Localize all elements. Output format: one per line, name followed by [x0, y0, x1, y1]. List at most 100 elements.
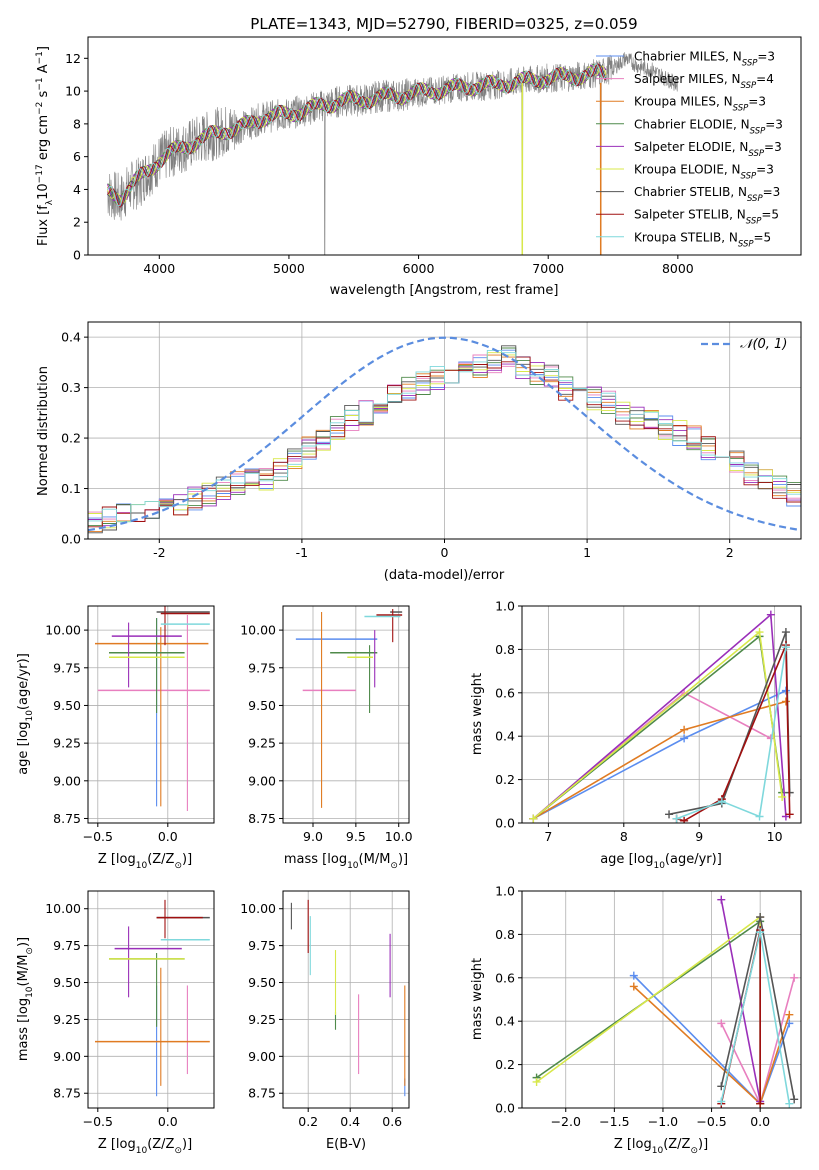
y-tick-label: 0.3 [61, 380, 81, 395]
y-tick-label: 9.00 [248, 773, 276, 788]
axes-frame [521, 605, 802, 824]
x-axis-label: Z [log10(Z/Z⊙)] [98, 852, 192, 871]
histogram-kroupa_stelib [88, 349, 801, 523]
legend-label: Salpeter STELIB, NSSP=5 [634, 208, 779, 227]
weight-line-kroupa_miles [532, 700, 787, 820]
age_vs_Z-plot-area [88, 606, 214, 823]
weight-marker-kroupa_stelib [755, 812, 764, 821]
weight-marker-salpeter_elodie [766, 610, 775, 619]
weight-marker-chabrier_stelib [756, 913, 765, 922]
y-axis-label: mass weight [470, 673, 485, 755]
weight-marker-kroupa_miles [629, 982, 638, 991]
y-tick-label: 0.0 [61, 532, 81, 547]
x-tick-label: 7000 [532, 261, 564, 276]
weight-marker-kroupa_elodie [529, 814, 538, 823]
mass_vs_Z-panel: −0.5 0.0 8.75 9.00 9.25 9.50 9.75 10.00 [45, 890, 215, 1129]
x-tick-label: 8 [620, 829, 628, 844]
mass_vs_ebv-panel: 0.2 0.4 0.6 8.75 9.00 9.25 9.50 9.75 10.00 [240, 890, 410, 1129]
x-tick-label: 0.0 [158, 1114, 178, 1129]
normal-curve [88, 336, 801, 532]
legend-label: Salpeter ELODIE, NSSP=3 [634, 140, 782, 159]
y-tick-label: 9.75 [53, 660, 81, 675]
weight-marker-chabrier_stelib [717, 1082, 726, 1091]
axes-frame [87, 605, 215, 824]
x-axis-label: E(B-V) [326, 1137, 366, 1152]
weight-marker-salpeter_miles [717, 1019, 726, 1028]
x-tick-label: 2 [726, 545, 734, 560]
y-tick-label: 0.4 [495, 1014, 515, 1029]
y-tick-label: 10.00 [45, 623, 81, 638]
x-tick-label: 0.2 [298, 1114, 318, 1129]
weight-marker-salpeter_miles [790, 973, 799, 982]
y-tick-label: 9.75 [53, 938, 81, 953]
legend-label: Kroupa MILES, NSSP=3 [634, 95, 766, 114]
x-tick-label: −0.5 [83, 1114, 113, 1129]
x-axis-label: Z [log10(Z/Z⊙)] [614, 1137, 708, 1156]
y-tick-label: 9.75 [248, 660, 276, 675]
x-tick-label: -2 [153, 545, 165, 560]
y-tick-label: 10 [65, 84, 81, 99]
weight-marker-kroupa_stelib [781, 643, 790, 652]
x-tick-label: 0.0 [158, 829, 178, 844]
y-tick-label: 9.50 [53, 975, 81, 990]
y-tick-label: 0.6 [495, 685, 515, 700]
age_vs_mass-panel: 9.0 9.5 10.0 8.75 9.00 9.25 9.50 9.75 10.00 [240, 605, 413, 844]
weight-marker-chabrier_stelib [790, 1095, 799, 1104]
legend-label: Salpeter MILES, NSSP=4 [634, 72, 774, 91]
figure-title: PLATE=1343, MJD=52790, FIBERID=0325, z=0… [250, 15, 637, 33]
y-tick-label: 4 [73, 182, 81, 197]
x-tick-label: 0 [441, 545, 449, 560]
age_vs_Z-panel: −0.5 0.0 8.75 9.00 9.25 9.50 9.75 10.00 [45, 605, 215, 844]
y-tick-label: 9.50 [248, 698, 276, 713]
spectrum-plot-area [106, 52, 679, 255]
y-axis-label: mass [log10(M/M⊙)] [16, 937, 35, 1061]
y-axis-label: age [log10(age/yr)] [16, 653, 35, 775]
histogram-salpeter_elodie [88, 362, 801, 527]
weight-marker-kroupa_stelib [756, 928, 765, 937]
y-tick-label: 10.00 [45, 901, 81, 916]
y-tick-label: 0.2 [61, 431, 81, 446]
x-axis-label: mass [log10(M/M⊙)] [284, 852, 408, 871]
spectrum-data-line [107, 52, 679, 255]
y-axis-label: mass weight [470, 958, 485, 1040]
weight_vs_Z-plot-area [522, 891, 801, 1108]
y-tick-label: 9.00 [248, 1049, 276, 1064]
weight-marker-chabrier_stelib [781, 628, 790, 637]
weight-marker-chabrier_miles [680, 734, 689, 743]
y-tick-label: 0.2 [495, 772, 515, 787]
x-axis-label: age [log10(age/yr)] [600, 852, 722, 871]
residuals-panel: -2 -1 0 1 2 0.0 0.1 0.2 0.3 0.4 [61, 321, 802, 560]
weight-marker-salpeter_elodie [717, 895, 726, 904]
weight-marker-salpeter_stelib [785, 810, 794, 819]
y-tick-label: 6 [73, 149, 81, 164]
x-tick-label: 9 [695, 829, 703, 844]
weight_vs_age-panel: 7 8 9 10 0.0 0.2 0.4 0.6 0.8 1.0 [495, 599, 802, 844]
x-tick-label: 7 [544, 829, 552, 844]
y-tick-label: 8 [73, 116, 81, 131]
legend-label: Chabrier STELIB, NSSP=3 [634, 185, 780, 204]
y-tick-label: 8.75 [53, 1086, 81, 1101]
y-axis-label: Flux [fλ10−17 erg cm−2 s−1 A−1] [35, 46, 55, 246]
x-tick-label: 0.4 [340, 1114, 360, 1129]
y-tick-label: 0.8 [495, 642, 515, 657]
y-tick-label: 0.6 [495, 970, 515, 985]
weight-line-chabrier_elodie [532, 634, 783, 820]
weight-marker-chabrier_miles [781, 686, 790, 695]
model-line-kroupa_stelib [107, 63, 607, 207]
axes-frame [87, 890, 215, 1109]
x-tick-label: 4000 [143, 261, 175, 276]
y-tick-label: 9.25 [53, 1012, 81, 1027]
x-tick-label: 8000 [662, 261, 694, 276]
weight-marker-kroupa_miles [680, 725, 689, 734]
y-tick-label: 9.25 [248, 736, 276, 751]
x-tick-label: 10 [767, 829, 783, 844]
x-tick-label: −1.5 [599, 1114, 629, 1129]
weight-marker-kroupa_stelib [717, 1097, 726, 1106]
x-axis-label: (data-model)/error [384, 568, 505, 583]
x-tick-label: -1 [296, 545, 308, 560]
model-line-salpeter_elodie [106, 64, 607, 202]
y-tick-label: 0.0 [495, 1101, 515, 1116]
y-tick-label: 12 [65, 51, 81, 66]
y-tick-label: 0.4 [495, 729, 515, 744]
